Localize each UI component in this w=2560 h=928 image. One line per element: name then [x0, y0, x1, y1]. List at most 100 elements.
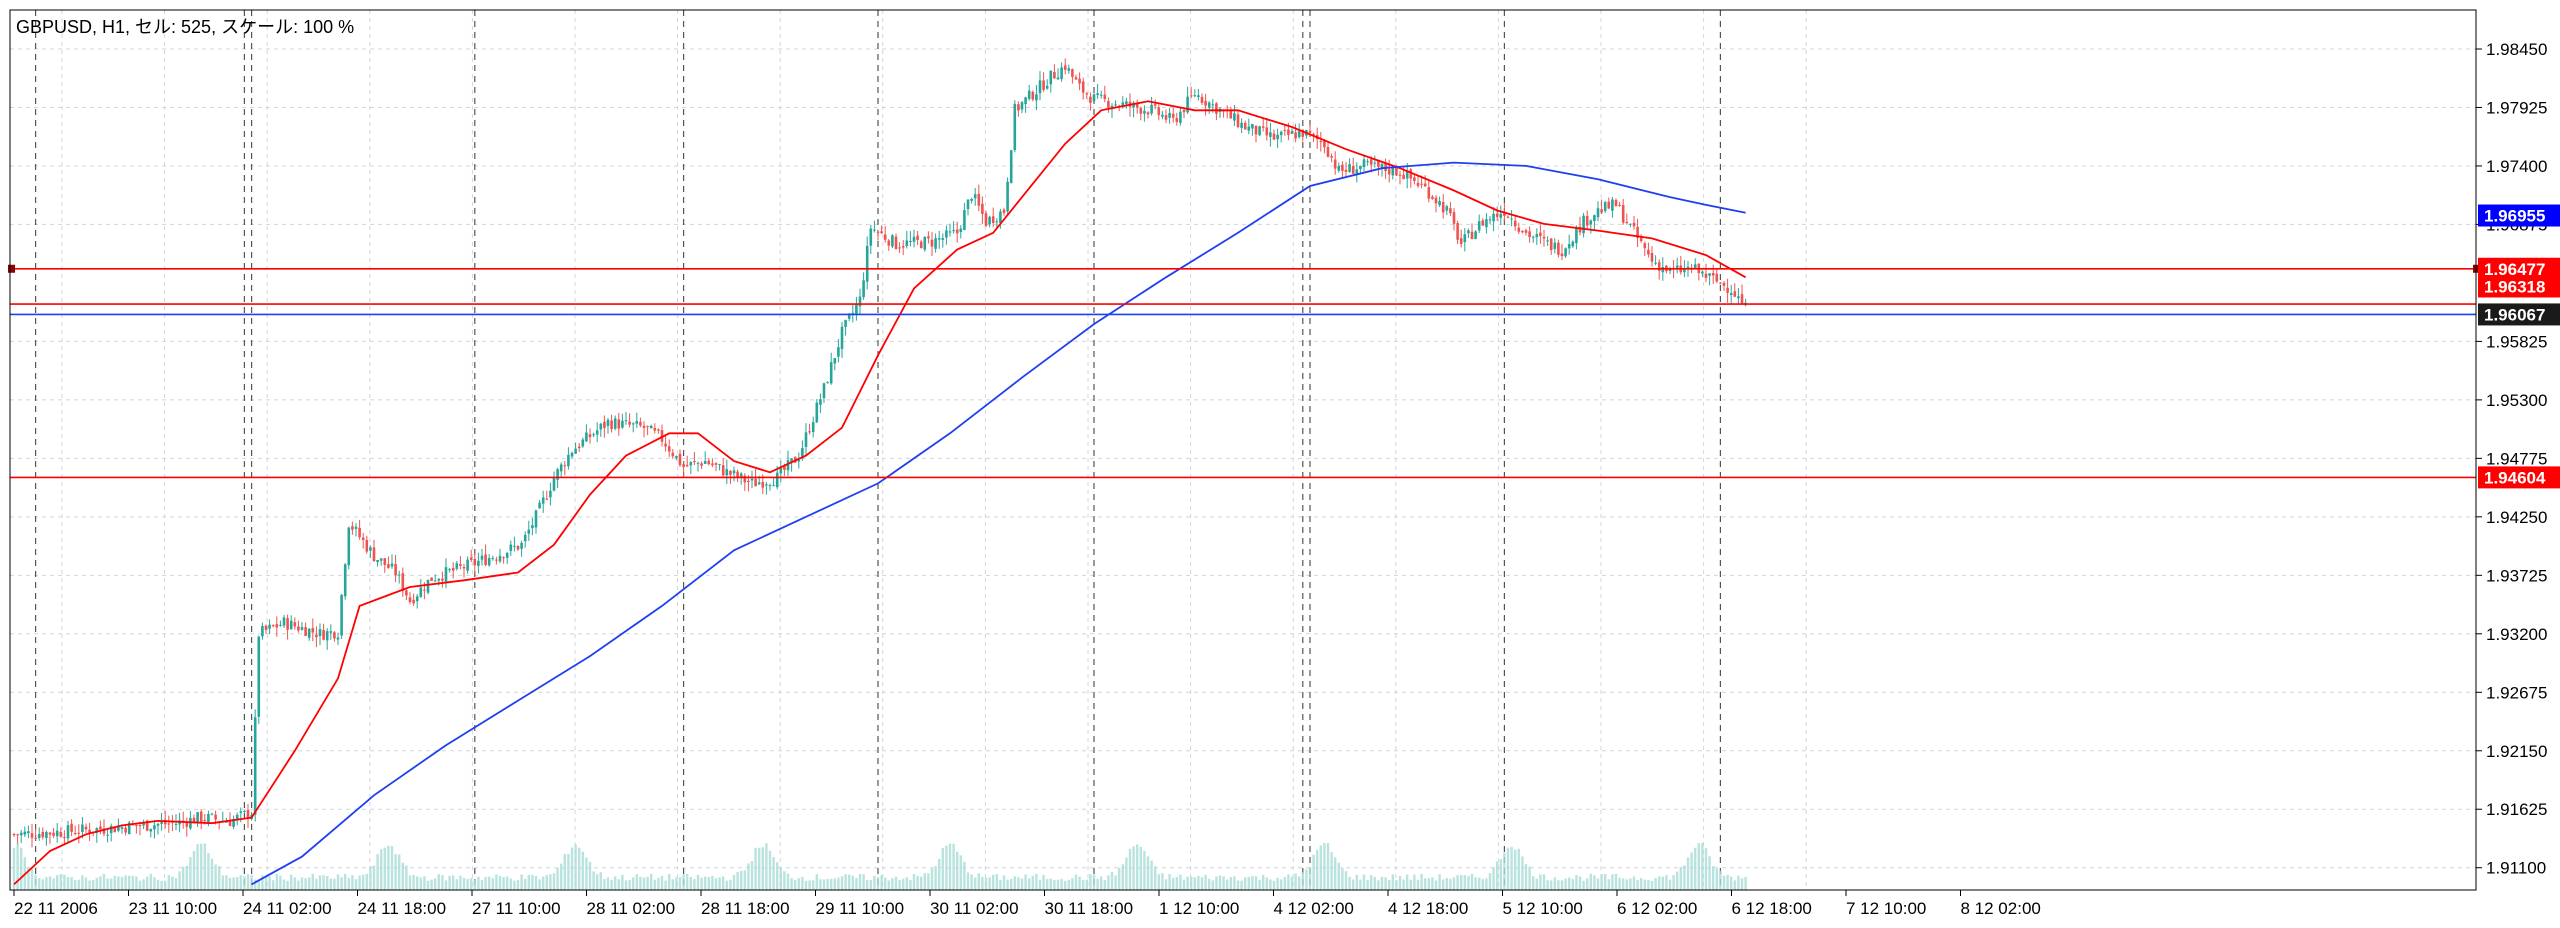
volume-bar — [563, 853, 566, 890]
volume-bar — [678, 877, 682, 890]
volume-bar — [394, 854, 397, 890]
candle-body — [1557, 242, 1560, 255]
volume-bar — [610, 879, 613, 890]
candle-body — [1517, 227, 1521, 232]
volume-bar — [1686, 857, 1690, 890]
candle-body — [1737, 296, 1740, 299]
candle-body — [1247, 126, 1251, 131]
volume-bar — [102, 874, 106, 890]
volume-bar — [1175, 877, 1178, 890]
candle-body — [1020, 102, 1024, 110]
volume-bar — [902, 878, 905, 890]
candle-body — [99, 826, 102, 830]
volume-bar — [272, 880, 275, 890]
volume-bar — [891, 878, 894, 890]
candle-body — [1215, 103, 1218, 114]
volume-bar — [1521, 856, 1524, 890]
candle-body — [1150, 104, 1153, 114]
candle-body — [631, 423, 635, 425]
volume-bar — [1611, 874, 1614, 890]
candle-body — [768, 485, 772, 487]
volume-bar — [1535, 878, 1538, 890]
volume-bar — [448, 875, 451, 890]
candle-body — [822, 383, 826, 399]
candle-body — [912, 236, 916, 242]
volume-bar — [1006, 879, 1009, 890]
candle-body — [721, 465, 725, 476]
volume-bar — [502, 877, 505, 890]
volume-bar — [930, 868, 934, 890]
volume-bar — [243, 876, 246, 890]
candle-body — [1593, 215, 1596, 221]
volume-bar — [1586, 878, 1589, 890]
volume-bar — [74, 880, 77, 890]
volume-bar — [1215, 876, 1218, 890]
candle-body — [1575, 227, 1578, 244]
volume-bar — [1481, 878, 1484, 890]
volume-bar — [1287, 874, 1290, 890]
volume-bar — [1452, 877, 1456, 890]
candle-body — [563, 465, 567, 467]
volume-bar — [1456, 875, 1459, 890]
volume-bar — [858, 873, 862, 890]
candle-body — [1423, 183, 1427, 187]
volume-bar — [38, 878, 41, 890]
candle-body — [419, 587, 423, 597]
candle-body — [1330, 156, 1333, 158]
candle-body — [639, 422, 642, 426]
candle-body — [1618, 204, 1621, 206]
volume-bar — [1438, 874, 1441, 890]
candle-body — [1233, 113, 1236, 121]
volume-bar — [239, 875, 242, 890]
candle-body — [1067, 68, 1071, 71]
volume-bar — [909, 880, 912, 890]
volume-bar — [988, 877, 991, 890]
x-tick-label: 5 12 10:00 — [1503, 899, 1583, 918]
volume-bar — [866, 880, 869, 890]
candle-body — [1359, 165, 1362, 170]
candle-body — [358, 527, 361, 538]
candle-body — [1488, 219, 1492, 221]
candle-body — [1164, 115, 1168, 120]
volume-bar — [401, 862, 404, 890]
volume-bar — [128, 875, 131, 890]
volume-bar — [765, 843, 768, 890]
volume-bar — [88, 880, 91, 890]
volume-bar — [1697, 843, 1700, 890]
candle-body — [1585, 215, 1589, 226]
volume-bar — [1463, 875, 1466, 890]
volume-bar — [488, 876, 491, 890]
volume-bar — [250, 875, 253, 890]
volume-bar — [1186, 876, 1189, 890]
candle-body — [783, 466, 786, 470]
volume-bar — [408, 875, 412, 890]
volume-bar — [675, 877, 678, 890]
volume-bar — [59, 874, 62, 890]
candle-body — [833, 358, 837, 364]
volume-bar — [1719, 870, 1722, 890]
x-tick-label: 23 11 10:00 — [129, 899, 218, 918]
candle-body — [509, 544, 513, 551]
volume-bar — [1474, 877, 1477, 890]
volume-bar — [1337, 862, 1340, 890]
volume-bar — [1694, 847, 1697, 890]
y-tick-label: 1.97925 — [2486, 98, 2547, 117]
candle-body — [1701, 271, 1704, 274]
volume-bar — [880, 875, 883, 890]
volume-bar — [1042, 874, 1045, 890]
volume-bar — [1377, 880, 1380, 890]
volume-bar — [696, 874, 700, 890]
candle-body — [1420, 183, 1423, 185]
candle-body — [1171, 113, 1175, 118]
volume-bar — [142, 879, 145, 890]
volume-bar — [1528, 866, 1531, 890]
candle-body — [426, 579, 430, 593]
candle-body — [1027, 90, 1031, 99]
candle-body — [786, 460, 790, 471]
volume-bar — [898, 880, 901, 890]
horizontal-lines[interactable] — [8, 264, 2480, 479]
volume-bar — [1352, 879, 1355, 890]
candle-body — [916, 235, 919, 240]
